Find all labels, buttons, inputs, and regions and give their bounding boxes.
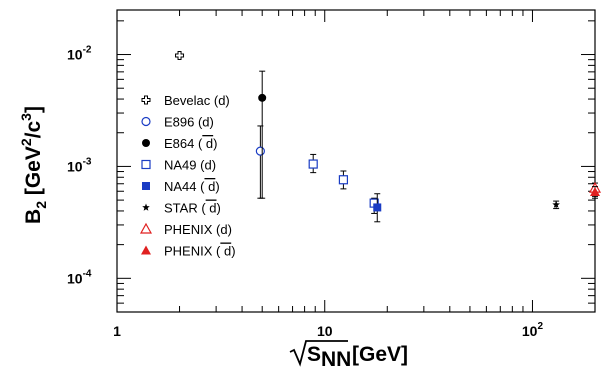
x-axis-label-nn: NN (321, 348, 351, 371)
data-point (175, 51, 185, 61)
legend-label: PHENIX ( d) (164, 244, 236, 259)
y-tick-label: 10-3 (67, 156, 92, 174)
legend-label: NA49 (d) (164, 158, 216, 173)
data-point (590, 187, 600, 197)
legend-label: STAR ( d) (164, 201, 221, 216)
legend-marker (141, 159, 151, 170)
sqrt-sign (289, 340, 348, 367)
data-point (338, 175, 349, 185)
legend-marker (139, 222, 153, 234)
x-tick-label: 1 (113, 323, 121, 339)
data-point (373, 203, 382, 212)
legend-marker (142, 203, 150, 211)
data-point (255, 146, 265, 156)
y-tick-label: 10-2 (67, 45, 92, 63)
legend-marker (142, 182, 150, 190)
axis-tick-labels: 1 10 102 10-4 10-3 10-2 (67, 45, 543, 339)
legend-marker (142, 139, 150, 147)
legend-marker (141, 95, 151, 105)
legend: Bevelac (d) E896 (d) E864 ( d) NA49 (d) NA44… (139, 93, 236, 259)
legend-label: NA44 ( d) (164, 179, 220, 194)
data-points (175, 51, 602, 223)
x-axis-label-unit: [GeV] (352, 343, 408, 366)
axis-ticks (116, 10, 596, 313)
legend-label: E896 (d) (164, 115, 214, 130)
data-point (552, 200, 560, 208)
legend-label: PHENIX (d) (164, 222, 232, 237)
x-axis-label-s: S (307, 343, 321, 366)
svg-text:B2 [GeV2/c3]: B2 [GeV2/c3] (18, 106, 49, 224)
data-point (308, 159, 318, 169)
plot-frame (116, 9, 596, 313)
x-tick-label: 10 (317, 323, 333, 339)
legend-marker (141, 245, 151, 255)
legend-label: Bevelac (d) (164, 93, 230, 108)
y-tick-label: 10-4 (67, 268, 92, 286)
y-axis-label: B2 [GeV2/c3] (18, 106, 49, 224)
data-point (258, 93, 267, 102)
legend-marker (141, 116, 151, 127)
x-tick-label: 102 (522, 321, 544, 339)
legend-label: E864 ( d) (164, 136, 218, 151)
x-axis-label: S NN [GeV] (289, 340, 408, 371)
